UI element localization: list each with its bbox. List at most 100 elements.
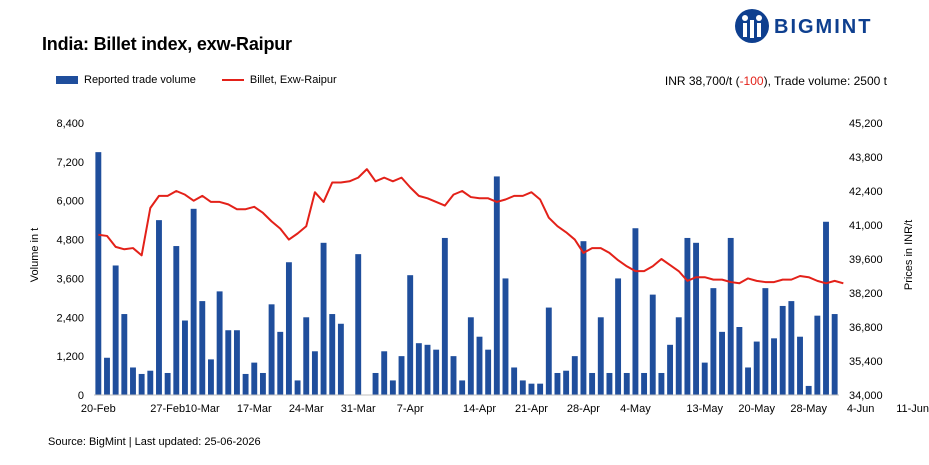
- volume-bar: [112, 265, 119, 395]
- volume-bar: [649, 294, 656, 395]
- volume-bar: [684, 237, 691, 395]
- summary-suffix: ), Trade volume: 2500 t: [763, 74, 887, 88]
- y-axis-left-label: Volume in t: [29, 228, 41, 282]
- y-right-tick-label: 36,800: [849, 322, 883, 334]
- volume-bar: [389, 380, 396, 395]
- volume-bar: [147, 370, 154, 395]
- volume-bar: [710, 288, 717, 395]
- volume-bar: [225, 330, 232, 395]
- summary-prefix: INR 38,700/t (: [664, 74, 740, 88]
- y-right-tick-label: 34,000: [849, 390, 883, 402]
- summary-change: -100: [739, 74, 764, 88]
- volume-bar: [407, 275, 414, 395]
- y-right-tick-label: 38,200: [849, 288, 883, 300]
- volume-bar: [502, 278, 509, 395]
- brand-name: BIGMINT: [774, 16, 873, 38]
- volume-bar: [121, 314, 128, 395]
- volume-bar: [355, 254, 362, 395]
- y-right-tick-label: 43,800: [849, 152, 883, 164]
- chart-legend: Reported trade volume Billet, Exw-Raipur: [56, 74, 363, 86]
- bigmint-logo-icon: [735, 9, 769, 43]
- y-right-tick-label: 45,200: [849, 118, 883, 130]
- volume-bar: [329, 314, 336, 395]
- volume-bar: [164, 372, 171, 395]
- volume-bar: [779, 305, 786, 395]
- volume-bar: [381, 351, 388, 395]
- volume-bar: [303, 317, 310, 395]
- volume-bar: [736, 327, 743, 395]
- legend-item-price: Billet, Exw-Raipur: [221, 74, 337, 86]
- y-right-tick-label: 41,000: [849, 220, 883, 232]
- volume-bar: [233, 330, 240, 395]
- volume-bar: [727, 237, 734, 395]
- bigmint-logo: BIGMINT: [734, 8, 904, 44]
- y-axis-right-label: Prices in INR/t: [903, 220, 915, 290]
- volume-bar: [485, 349, 492, 395]
- y-left-tick-label: 0: [78, 390, 84, 402]
- x-tick-label: 4-Jun: [847, 403, 875, 415]
- volume-bar: [208, 359, 214, 395]
- volume-bar: [511, 367, 518, 395]
- volume-bar: [658, 372, 665, 395]
- y-left-tick-label: 4,800: [56, 235, 84, 247]
- volume-bar: [814, 315, 821, 395]
- volume-bar: [251, 362, 258, 395]
- volume-bar: [398, 356, 405, 395]
- volume-bar: [701, 362, 708, 395]
- volume-bar: [641, 372, 648, 395]
- volume-bar: [823, 221, 829, 395]
- volume-bar: [156, 220, 162, 395]
- volume-bar: [433, 349, 440, 395]
- chart-title: India: Billet index, exw-Raipur: [42, 34, 292, 54]
- y-left-tick-label: 8,400: [56, 118, 84, 130]
- x-tick-label: 27-Feb: [150, 403, 185, 415]
- price-line: [98, 168, 844, 285]
- volume-bar: [190, 208, 197, 395]
- volume-bar: [441, 237, 448, 395]
- volume-bar: [415, 343, 422, 395]
- volume-bar: [589, 372, 596, 395]
- volume-bar: [95, 152, 102, 395]
- volume-bar: [320, 242, 327, 395]
- volume-bar: [242, 373, 249, 395]
- volume-bar: [528, 383, 535, 395]
- x-tick-label: 20-May: [738, 403, 775, 415]
- volume-bar: [182, 320, 188, 395]
- volume-bar: [424, 344, 431, 395]
- volume-bar: [831, 314, 838, 395]
- y-left-tick-label: 2,400: [56, 312, 84, 324]
- volume-bar: [805, 385, 812, 395]
- legend-label-price: Billet, Exw-Raipur: [249, 74, 337, 86]
- x-tick-label: 28-Apr: [567, 403, 600, 415]
- source-note: Source: BigMint | Last updated: 25-06-20…: [48, 436, 261, 448]
- volume-bar: [753, 341, 760, 395]
- volume-bar: [797, 336, 803, 395]
- volume-bar: [104, 357, 110, 395]
- y-right-tick-label: 42,400: [849, 186, 883, 198]
- volume-bar: [467, 317, 474, 395]
- volume-bar: [580, 241, 587, 395]
- volume-bar: [615, 278, 622, 395]
- volume-bar: [606, 372, 613, 395]
- volume-bar: [762, 288, 769, 395]
- volume-bar: [719, 331, 725, 395]
- x-tick-label: 17-Mar: [237, 403, 272, 415]
- y-left-tick-label: 1,200: [56, 351, 84, 363]
- legend-label-volume: Reported trade volume: [84, 74, 196, 86]
- volume-bar: [632, 228, 639, 395]
- y-left-tick-label: 3,600: [56, 273, 84, 285]
- price-summary: INR 38,700/t (-100), Trade volume: 2500 …: [665, 74, 887, 88]
- volume-bar: [450, 356, 457, 395]
- volume-bar: [537, 383, 544, 395]
- x-tick-label: 11-Jun: [896, 403, 929, 415]
- volume-bar: [554, 372, 561, 395]
- volume-bar: [259, 372, 266, 395]
- volume-bar: [519, 380, 526, 395]
- volume-bar: [693, 242, 700, 395]
- volume-bar: [771, 338, 777, 395]
- volume-bar: [597, 317, 604, 395]
- volume-bar: [277, 331, 284, 395]
- volume-bar: [563, 370, 570, 395]
- y-right-tick-label: 35,400: [849, 356, 883, 368]
